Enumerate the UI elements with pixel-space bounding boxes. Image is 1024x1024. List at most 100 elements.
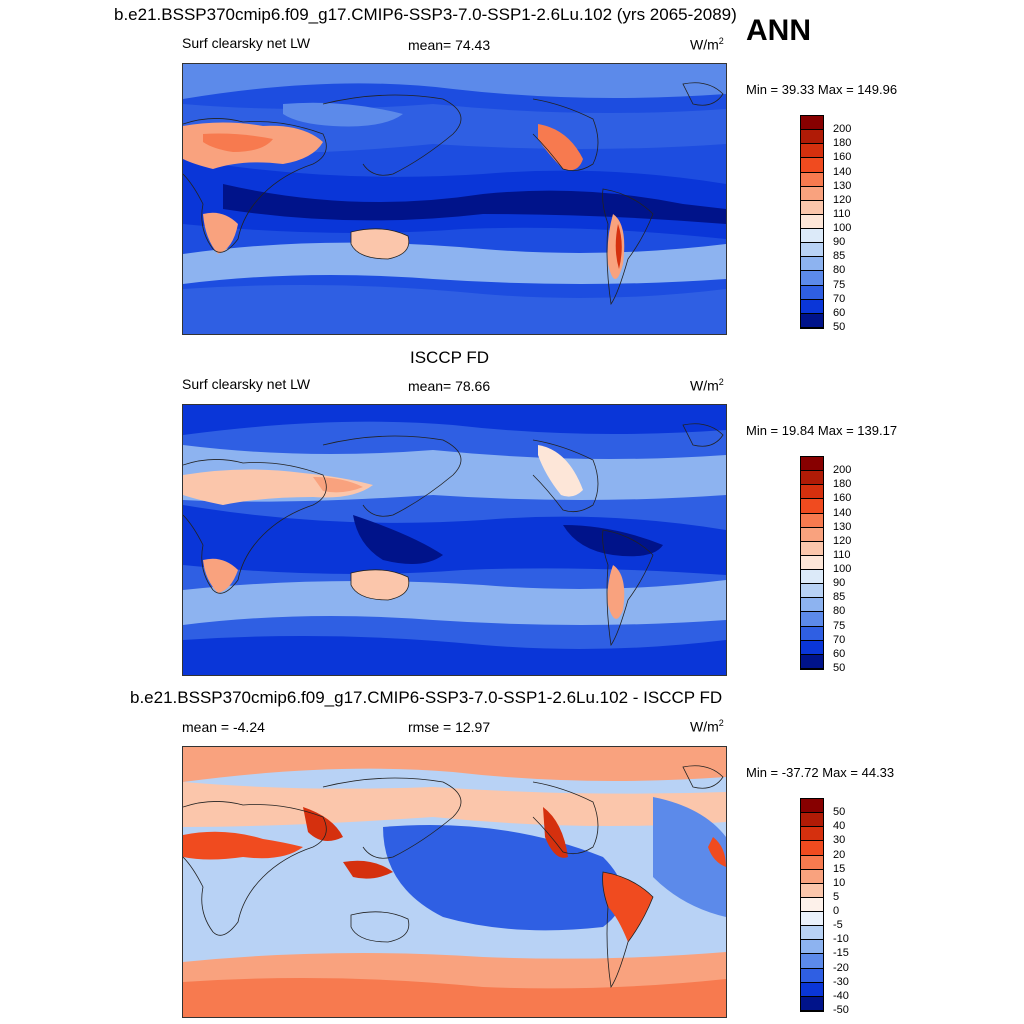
panel1-colorbar-tick: 130 [833,179,852,192]
panel2-colorbar-cell [801,555,823,571]
panel1-map [182,63,727,335]
panel1-colorbar-cell [801,116,823,131]
panel1-colorbar-cell [801,229,823,244]
panel1-colorbar-cell [801,186,823,201]
panel3-colorbar-tick: 30 [833,834,846,847]
panel1-colorbar-tick: 200 [833,123,852,136]
panel3-colorbar-tick: 50 [833,806,846,819]
panel2-mean: mean= 78.66 [408,378,491,394]
panel2-colorbar-cell [801,471,823,486]
panel1-colorbar-cell [801,200,823,215]
panel3-units: W/m2 [690,718,724,735]
panel2-colorbar-cell [801,527,823,542]
panel3-colorbar-tick: 0 [833,905,840,918]
panel1-mean: mean= 74.43 [408,37,491,53]
panel3-colorbar-tick: 15 [833,862,846,875]
panel2-colorbar-cell [801,612,823,627]
panel2-colorbar-cell [801,541,823,556]
panel3-colorbar-cell [801,982,823,997]
panel3-colorbar-tick: 40 [833,820,846,833]
panel1-colorbar-tick: 140 [833,165,852,178]
panel2-colorbar-cell [801,584,823,599]
panel1-colorbar-cell [801,257,823,272]
panel1-map-svg [183,64,726,334]
panel1-colorbar-cell [801,214,823,230]
panel1-colorbar-tick: 110 [833,207,851,220]
panel3-map [182,746,727,1018]
panel3-colorbar-cell [801,954,823,969]
panel2-colorbar-cell [801,640,823,655]
panel3-rmse: rmse = 12.97 [408,719,491,735]
panel1-colorbar [800,115,824,329]
panel1-variable: Surf clearsky net LW [182,35,311,51]
panel1-colorbar-tick: 120 [833,193,852,206]
panel2-colorbar-cell [801,457,823,472]
panel2-colorbar-tick: 85 [833,591,846,604]
panel1-colorbar-cell [801,158,823,173]
panel2-colorbar-cell [801,598,823,613]
panel3-colorbar-cell [801,841,823,856]
panel2-colorbar-cell [801,499,823,514]
panel3-colorbar-tick: -40 [833,989,849,1002]
panel3-colorbar-tick: -5 [833,919,843,932]
panel3-map-svg [183,747,726,1017]
panel1-colorbar-cell [801,299,823,314]
panel3-colorbar-cell [801,912,823,927]
panel3-title: b.e21.BSSP370cmip6.f09_g17.CMIP6-SSP3-7.… [130,688,723,707]
panel3-colorbar-tick: -50 [833,1004,849,1016]
panel1-colorbar-cell [801,243,823,258]
panel1-colorbar-tick: 85 [833,250,846,263]
panel3-colorbar-tick: -20 [833,961,849,974]
panel3-colorbar-tick: -15 [833,947,849,960]
panel3-colorbar [800,798,824,1012]
panel2-colorbar-tick: 160 [833,492,852,505]
panel2-colorbar-tick: 200 [833,464,852,477]
panel3-colorbar-tick: 10 [833,876,846,889]
panel1-minmax: Min = 39.33 Max = 149.96 [746,82,898,97]
figure-title: b.e21.BSSP370cmip6.f09_g17.CMIP6-SSP3-7.… [114,5,737,24]
panel3-colorbar-cell [801,926,823,941]
panel1-colorbar-tick: 160 [833,151,852,164]
panel3-colorbar-cell [801,827,823,842]
panel1-colorbar-tick: 90 [833,236,846,249]
panel1-colorbar-tick: 70 [833,292,846,305]
panel2-colorbar-tick: 110 [833,548,851,561]
panel1-colorbar-tick: 50 [833,321,846,333]
panel1-colorbar-cell [801,144,823,159]
panel2-colorbar-tick: 60 [833,647,846,660]
panel2-map [182,404,727,676]
panel3-colorbar-cell [801,940,823,955]
panel3-colorbar-cell [801,813,823,828]
panel1-colorbar-tick: 180 [833,137,852,150]
panel2-colorbar-cell [801,570,823,585]
panel1-colorbar-cell [801,172,823,187]
panel3-colorbar-cell [801,855,823,870]
panel3-colorbar-cell [801,799,823,814]
panel1-colorbar-cell [801,313,823,328]
panel2-colorbar-tick: 80 [833,605,846,618]
panel3-colorbar-tick: 5 [833,890,840,903]
panel1-colorbar-cell [801,271,823,286]
panel2-variable: Surf clearsky net LW [182,376,311,392]
panel2-colorbar-tick: 100 [833,563,852,576]
panel3-colorbar-cell [801,883,823,898]
panel1-colorbar-tick: 80 [833,264,846,277]
panel2-colorbar-tick: 90 [833,577,846,590]
panel3-colorbar-cell [801,968,823,983]
panel2-colorbar-tick: 180 [833,478,852,491]
panel2-title: ISCCP FD [410,348,490,367]
panel2-colorbar-tick: 140 [833,506,852,519]
panel2-colorbar-tick: 75 [833,619,846,632]
panel2-colorbar-cell [801,626,823,641]
panel3-colorbar-cell [801,897,823,913]
season-label: ANN [746,14,811,47]
panel3-colorbar-tick: -30 [833,975,849,988]
panel3-colorbar-cell [801,869,823,884]
panel2-minmax: Min = 19.84 Max = 139.17 [746,423,898,438]
panel3-colorbar-cell [801,996,823,1011]
panel3-colorbar-tick: 20 [833,848,846,861]
panel2-map-svg [183,405,726,675]
panel3-minmax: Min = -37.72 Max = 44.33 [746,765,895,780]
panel2-colorbar [800,456,824,670]
panel1-colorbar-tick: 100 [833,222,852,235]
